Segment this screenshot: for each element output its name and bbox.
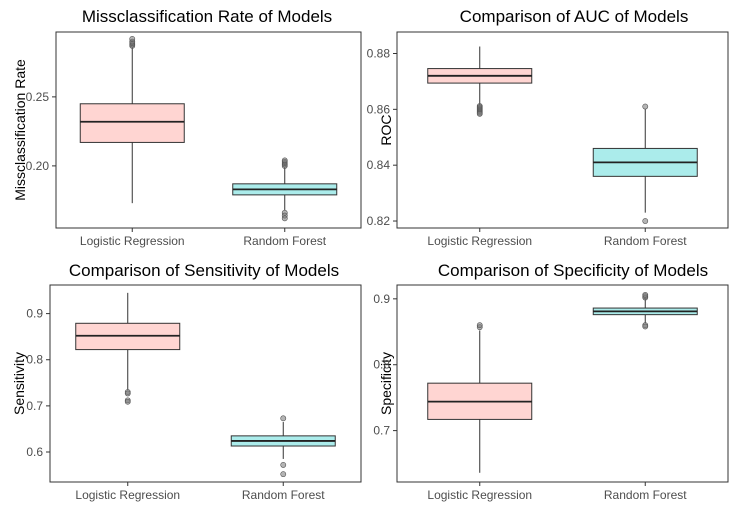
panel-frame: [396, 284, 729, 483]
panel-3: Comparison of Sensitivity of Models Sensi…: [11, 261, 362, 502]
outlier-point: [124, 390, 131, 397]
outlier-point: [280, 462, 287, 468]
panel-1: Missclassification Rate of Models Misscla…: [12, 7, 362, 248]
y-tick-label: 0.82: [367, 214, 391, 228]
box-1: [75, 292, 181, 405]
outlier-point: [124, 398, 131, 405]
panel-2: Comparison of AUC of Models ROC 0.82 0.84 0.…: [367, 7, 729, 248]
y-tick-label: 0.84: [367, 158, 391, 172]
box-1: [79, 36, 185, 204]
x-tick-label: Random Forest: [243, 234, 326, 248]
outlier-point: [642, 103, 649, 110]
panel-frame: [55, 31, 362, 229]
y-tick-label: 0.8: [26, 353, 43, 367]
outlier-point: [281, 215, 288, 222]
x-tick-label: Random Forest: [242, 488, 325, 502]
x-tick-label: Logistic Regression: [80, 234, 185, 248]
x-tick-label: Logistic Regression: [75, 488, 180, 502]
panel-frame: [396, 31, 729, 229]
box-2: [232, 157, 338, 222]
x-tick-label: Logistic Regression: [427, 488, 532, 502]
y-axis-label: Specificity: [378, 352, 394, 415]
panel-4: Comparison of Specificity of Models Speci…: [373, 261, 729, 502]
y-tick-label: 0.7: [373, 424, 390, 438]
box-2: [592, 103, 698, 224]
y-tick-label: 0.25: [26, 90, 50, 104]
y-tick-label: 0.9: [373, 292, 390, 306]
chart-title: Comparison of Sensitivity of Models: [69, 261, 339, 280]
box-iqr: [79, 103, 185, 143]
outlier-point: [476, 110, 483, 117]
y-tick-label: 0.9: [26, 307, 43, 321]
y-axis-label: Missclassification Rate: [12, 59, 28, 201]
chart-title: Comparison of Specificity of Models: [438, 261, 708, 280]
y-axis-label: Sensitivity: [11, 352, 27, 415]
y-tick-label: 0.86: [367, 102, 391, 116]
outlier-point: [476, 322, 483, 329]
y-axis-label: ROC: [378, 114, 394, 145]
outlier-point: [280, 471, 287, 478]
chart-title: Missclassification Rate of Models: [82, 7, 332, 26]
outlier-point: [280, 415, 287, 422]
outlier-point: [642, 323, 649, 330]
chart-title: Comparison of AUC of Models: [460, 7, 689, 26]
outlier-point: [642, 218, 649, 224]
box-2: [592, 291, 698, 330]
outlier-point: [129, 36, 136, 42]
box-1: [427, 46, 533, 117]
y-tick-label: 0.6: [26, 445, 43, 459]
y-tick-label: 0.8: [373, 358, 390, 372]
box-2: [230, 415, 336, 478]
x-tick-label: Random Forest: [604, 234, 687, 248]
panel-frame: [49, 284, 362, 483]
outlier-point: [281, 157, 288, 164]
x-tick-label: Random Forest: [604, 488, 687, 502]
y-tick-label: 0.20: [26, 159, 50, 173]
y-tick-label: 0.88: [367, 46, 391, 60]
box-1: [427, 322, 533, 473]
outlier-point: [642, 291, 649, 298]
y-tick-label: 0.7: [26, 399, 43, 413]
x-tick-label: Logistic Regression: [427, 234, 532, 248]
